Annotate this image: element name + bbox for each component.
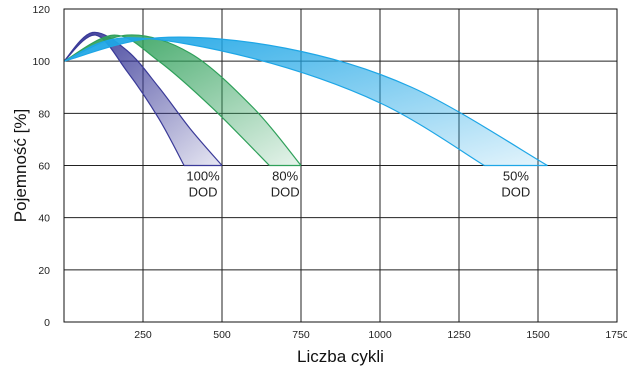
series-annotation: 50% bbox=[503, 169, 529, 184]
series-annotation: DOD bbox=[189, 185, 218, 200]
x-tick-label: 500 bbox=[213, 329, 231, 341]
x-tick-label: 250 bbox=[134, 329, 152, 341]
y-axis-title: Pojemność [%] bbox=[11, 109, 30, 222]
series-layer bbox=[63, 31, 548, 167]
plot-frame bbox=[63, 8, 618, 323]
y-tick-label: 20 bbox=[38, 265, 50, 277]
y-tick-label: 120 bbox=[32, 4, 50, 16]
series-lower-line bbox=[63, 34, 270, 166]
series-annotation: 80% bbox=[272, 169, 298, 184]
x-axis-title: Liczba cykli bbox=[297, 347, 384, 366]
x-tick-label: 1500 bbox=[526, 329, 550, 341]
series-upper-line bbox=[63, 36, 548, 167]
tick-labels: 250 500 750 1000 1250 1500 1750 0 20 40 60 80 100 120 bbox=[32, 4, 627, 341]
y-tick-label: 100 bbox=[32, 56, 50, 68]
series-band bbox=[64, 37, 548, 166]
series-annotation: 100% bbox=[186, 169, 220, 184]
series-upper-line bbox=[63, 31, 223, 166]
series-band bbox=[64, 34, 301, 166]
x-tick-label: 1750 bbox=[605, 329, 627, 341]
series-lower-line bbox=[63, 34, 185, 166]
y-tick-label: 80 bbox=[38, 108, 50, 120]
series-annotation: DOD bbox=[271, 185, 300, 200]
series-annotation: DOD bbox=[501, 185, 530, 200]
series-lower-line bbox=[63, 37, 485, 167]
x-tick-label: 750 bbox=[292, 329, 310, 341]
y-tick-label: 40 bbox=[38, 213, 50, 225]
x-tick-label: 1250 bbox=[447, 329, 471, 341]
y-tick-label: 60 bbox=[38, 161, 50, 173]
x-tick-label: 1000 bbox=[368, 329, 392, 341]
series-band bbox=[64, 32, 222, 166]
y-tick-label: 0 bbox=[44, 317, 50, 329]
